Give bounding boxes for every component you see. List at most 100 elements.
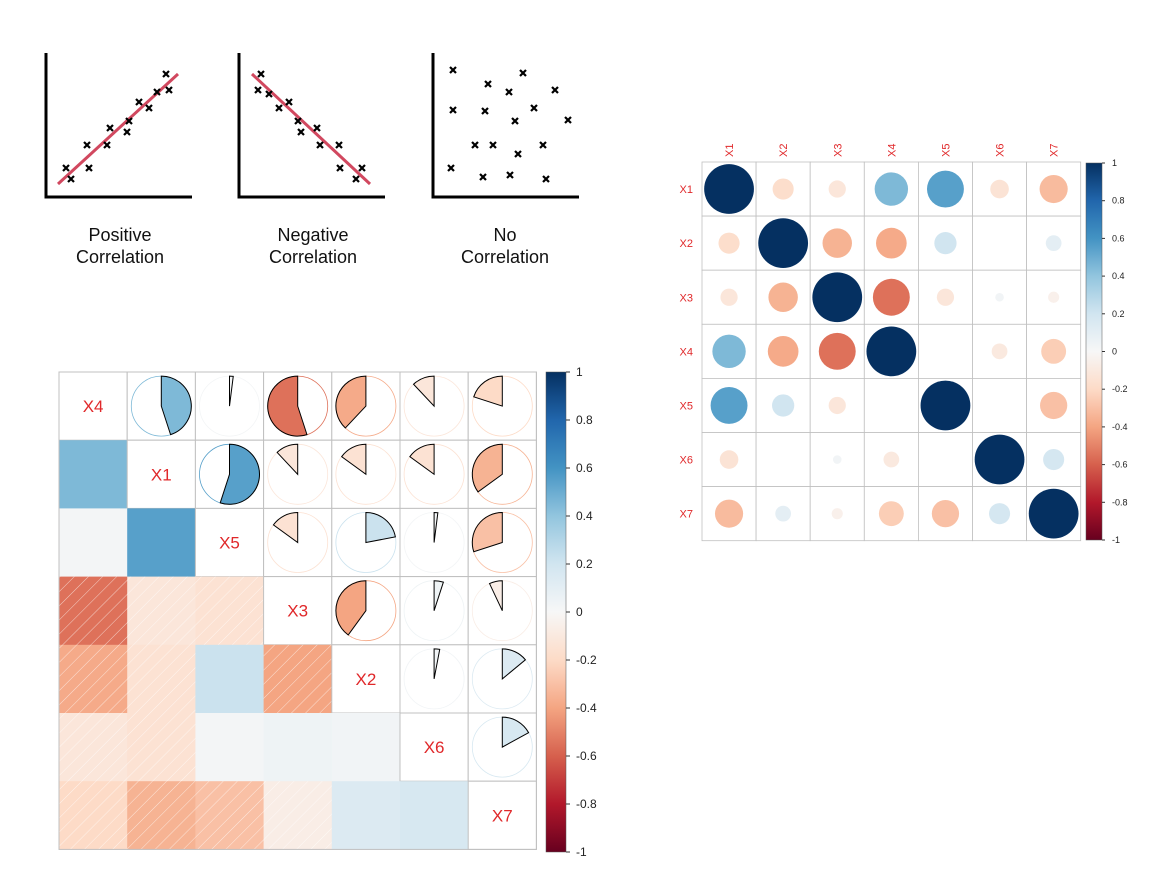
x-marker xyxy=(564,116,572,124)
correlation-circle xyxy=(878,501,904,527)
column-label: X6 xyxy=(995,144,1007,157)
none-title-line2: Correlation xyxy=(461,247,549,267)
correlation-circle xyxy=(718,232,740,254)
correlation-circle xyxy=(883,451,900,468)
legend-colorbar xyxy=(545,371,567,853)
x-marker xyxy=(506,171,514,179)
diagonal-cell xyxy=(126,439,196,509)
shade-cell xyxy=(263,713,333,782)
correlation-circle xyxy=(758,218,809,269)
pie-slice xyxy=(471,443,503,493)
shade-cell xyxy=(331,781,401,850)
correlation-circle xyxy=(995,292,1004,302)
x-marker xyxy=(539,141,547,149)
x-marker xyxy=(352,175,360,183)
x-marker xyxy=(336,164,344,172)
shade-hatch xyxy=(127,576,196,646)
circle-matrix-color-legend: 1 0.8 0.6 0.4 0.2 0 -0.2 -0.4 -0.6 -0.8 -1 xyxy=(1085,158,1128,545)
circle-cell xyxy=(863,377,919,433)
x-marker xyxy=(479,173,487,181)
correlation-circle xyxy=(822,228,852,258)
x-marker xyxy=(125,117,133,125)
legend-tick-label: 0 xyxy=(1112,347,1117,357)
x-marker xyxy=(106,124,114,132)
legend-tick-label: 0.2 xyxy=(1112,309,1125,319)
legend-tick-label: -0.4 xyxy=(576,701,597,715)
shade-hatch xyxy=(59,781,128,850)
correlation-illustrations: Positive Correlation Negative Correlatio… xyxy=(44,53,579,267)
x-marker xyxy=(294,117,302,125)
x-marker xyxy=(335,141,343,149)
variable-label: X6 xyxy=(424,738,445,757)
correlation-circle xyxy=(832,455,842,464)
correlation-circle xyxy=(712,334,746,369)
legend-tick-label: 0.6 xyxy=(576,461,593,475)
shade-hatch xyxy=(127,781,196,850)
column-label: X4 xyxy=(886,144,898,157)
correlation-circle xyxy=(874,172,909,206)
legend-tick-label: -0.6 xyxy=(1112,460,1128,470)
x-marker xyxy=(153,88,161,96)
shade-cell xyxy=(400,781,469,850)
mixed-matrix-color-legend: 1 0.8 0.6 0.4 0.2 0 -0.2 -0.4 -0.6 -0.8 -1 xyxy=(545,365,597,859)
correlation-circle xyxy=(931,500,960,528)
negative-axes xyxy=(237,53,385,199)
correlation-circle xyxy=(1040,391,1068,420)
pie-slice xyxy=(335,580,367,636)
row-label: X1 xyxy=(680,184,693,196)
positive-points xyxy=(56,70,180,186)
x-marker xyxy=(481,107,489,115)
pie-slice xyxy=(409,443,435,476)
column-label: X1 xyxy=(724,144,736,157)
correlation-circle xyxy=(926,170,964,208)
x-marker xyxy=(489,141,497,149)
x-marker xyxy=(85,164,93,172)
x-marker xyxy=(511,117,519,125)
correlation-circle xyxy=(1043,448,1065,471)
positive-axes xyxy=(44,53,192,199)
correlation-circle xyxy=(1039,174,1068,204)
correlation-circle xyxy=(876,227,907,259)
negative-correlation-panel: Negative Correlation xyxy=(237,53,385,267)
circle-cell xyxy=(972,215,1027,271)
pie-slice xyxy=(471,511,503,553)
pie-slice xyxy=(412,375,435,408)
legend-tick-label: 0.8 xyxy=(1112,196,1125,206)
diagonal-cell xyxy=(467,780,537,850)
legend-tick-label: 0.6 xyxy=(1112,233,1125,243)
legend-tick-label: 0.2 xyxy=(576,557,593,571)
x-marker xyxy=(254,86,262,94)
variable-label: X4 xyxy=(83,397,104,416)
shade-cell xyxy=(331,713,401,782)
shade-cell xyxy=(195,713,265,782)
none-axes xyxy=(431,53,579,199)
circle-cell xyxy=(755,432,811,487)
shade-hatch xyxy=(59,576,128,646)
variable-label: X3 xyxy=(287,602,308,621)
correlation-circle xyxy=(719,450,739,469)
x-marker xyxy=(471,141,479,149)
correlation-circle xyxy=(818,332,856,370)
diagonal-cell xyxy=(399,712,469,782)
shade-cell xyxy=(195,644,265,714)
legend-tick-label: 0.4 xyxy=(1112,271,1125,281)
circle-cell xyxy=(918,323,973,379)
x-marker xyxy=(103,141,111,149)
row-label: X2 xyxy=(680,238,693,250)
axis-lines xyxy=(44,53,192,199)
variable-label: X2 xyxy=(356,670,377,689)
pie-slice xyxy=(433,580,445,611)
correlation-circle xyxy=(828,180,846,198)
shade-cell xyxy=(59,508,128,578)
column-label: X3 xyxy=(832,144,844,157)
row-label: X3 xyxy=(680,292,693,304)
positive-title-line2: Correlation xyxy=(76,247,164,267)
correlation-circle xyxy=(767,336,799,367)
variable-label: X5 xyxy=(219,534,240,553)
x-marker xyxy=(135,98,143,106)
row-label: X4 xyxy=(680,346,693,358)
x-marker xyxy=(257,70,265,78)
x-marker xyxy=(530,104,538,112)
variable-label: X7 xyxy=(492,806,513,825)
correlation-circle xyxy=(831,508,843,520)
